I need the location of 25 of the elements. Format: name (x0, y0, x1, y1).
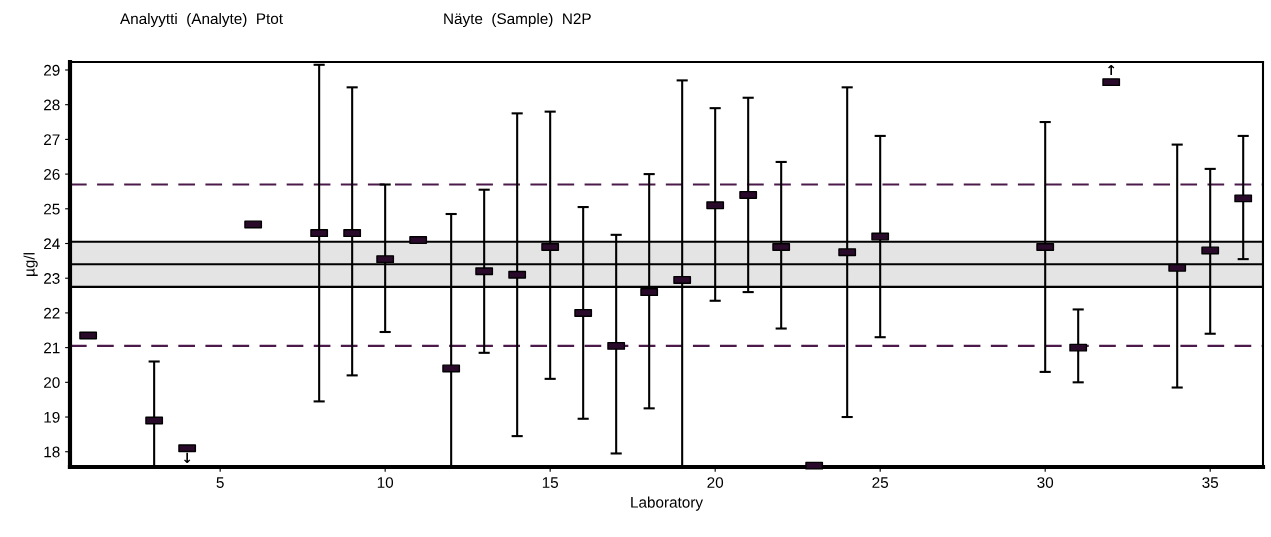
y-tick-label: 19 (44, 411, 60, 423)
y-tick-label: 25 (44, 203, 60, 215)
y-tick-label: 20 (44, 377, 60, 389)
y-tick-label: 18 (44, 446, 60, 458)
annotation: ↑ (1108, 64, 1115, 76)
x-axis-title: Laboratory (631, 496, 703, 511)
y-tick-label: 21 (44, 342, 60, 354)
x-tick-label: 10 (377, 477, 394, 488)
x-tick-label: 15 (542, 477, 559, 488)
y-tick-label: 24 (44, 238, 60, 250)
annotation: ↓ (184, 452, 191, 464)
x-tick-label: 30 (1037, 477, 1054, 488)
x-tick-label: 20 (707, 477, 724, 488)
y-tick-label: 23 (44, 273, 60, 284)
x-tick-label: 25 (872, 477, 889, 488)
y-tick-label: 28 (44, 99, 60, 111)
y-tick-label: 26 (44, 168, 60, 180)
y-tick-label: 27 (44, 134, 60, 145)
y-tick-label: 29 (44, 64, 60, 76)
chart-subtitle: Näyte (Sample) N2P (444, 12, 591, 28)
chart-title: Analyytti (Analyte) Ptot (120, 12, 283, 28)
y-tick-label: 22 (44, 307, 60, 319)
y-axis-title: µg/l (23, 253, 38, 276)
x-tick-label: 35 (1202, 477, 1219, 488)
x-tick-label: 5 (216, 477, 224, 488)
